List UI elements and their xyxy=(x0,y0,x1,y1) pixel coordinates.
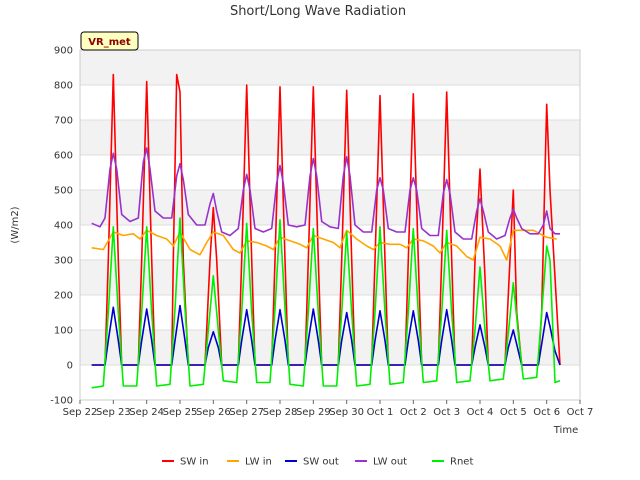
y-tick-label: 400 xyxy=(54,221,73,232)
series-line-lw-out xyxy=(91,147,560,240)
legend-label-sw-out: SW out xyxy=(303,457,339,468)
x-axis-label: Time xyxy=(553,425,578,436)
x-tick-label: Oct 1 xyxy=(367,407,394,418)
y-tick-label: 100 xyxy=(54,326,73,337)
series-line-lw-in xyxy=(91,229,557,261)
x-tick-label: Sep 28 xyxy=(263,407,298,418)
plot-band xyxy=(80,225,580,260)
plot-band xyxy=(80,50,580,85)
x-tick-label: Sep 23 xyxy=(96,407,131,418)
x-tick-label: Oct 5 xyxy=(500,407,527,418)
x-tick-label: Oct 7 xyxy=(567,407,594,418)
plot-band xyxy=(80,85,580,120)
plot-band xyxy=(80,260,580,295)
y-tick-label: -100 xyxy=(50,396,73,407)
y-tick-label: 700 xyxy=(54,116,73,127)
x-tick-label: Sep 26 xyxy=(196,407,231,418)
y-ticks: -100 0 100 200 300 400 500 600 700 800 900 xyxy=(50,46,73,407)
plot-band xyxy=(80,155,580,190)
chart-title: Short/Long Wave Radiation xyxy=(230,4,406,19)
y-tick-label: 0 xyxy=(67,361,73,372)
y-tick-label: 600 xyxy=(54,151,73,162)
series-lines xyxy=(91,73,561,389)
plot-band xyxy=(80,295,580,330)
y-tick-label: 500 xyxy=(54,186,73,197)
x-tick-label: Sep 22 xyxy=(63,407,98,418)
plot-band xyxy=(80,120,580,155)
y-tick-label: 800 xyxy=(54,81,73,92)
plot-band xyxy=(80,330,580,365)
y-tick-label: 300 xyxy=(54,256,73,267)
plot-background xyxy=(80,50,580,400)
legend-label-lw-in: LW in xyxy=(245,457,272,468)
badge-label: VR_met xyxy=(88,37,131,48)
y-tick-label: 900 xyxy=(54,46,73,57)
legend-label-sw-in: SW in xyxy=(180,457,209,468)
series-line-sw-out xyxy=(91,304,561,366)
legend: SW in LW in SW out LW out Rnet xyxy=(162,457,473,468)
plot-frame xyxy=(79,49,581,401)
x-tick-label: Oct 6 xyxy=(533,407,560,418)
x-tick-label: Sep 29 xyxy=(296,407,331,418)
plot-band xyxy=(80,190,580,225)
x-tick-label: Oct 3 xyxy=(433,407,460,418)
y-tick-label: 200 xyxy=(54,291,73,302)
legend-label-lw-out: LW out xyxy=(373,457,407,468)
x-tick-label: Oct 2 xyxy=(400,407,427,418)
x-tick-label: Oct 4 xyxy=(467,407,494,418)
x-tick-label: Sep 24 xyxy=(129,407,164,418)
y-axis-label: (W/m2) xyxy=(10,206,21,243)
badge: VR_met xyxy=(80,31,139,51)
x-tick-label: Sep 27 xyxy=(229,407,264,418)
badge-box xyxy=(80,31,139,51)
plot-band xyxy=(80,365,580,400)
x-tick-label: Sep 30 xyxy=(329,407,364,418)
series-line-rnet xyxy=(91,217,561,389)
x-tick-label: Sep 25 xyxy=(163,407,198,418)
legend-label-rnet: Rnet xyxy=(450,457,473,468)
